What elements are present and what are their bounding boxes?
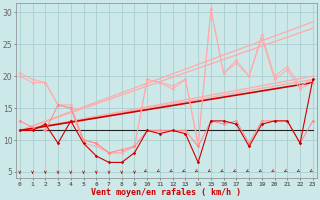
X-axis label: Vent moyen/en rafales ( km/h ): Vent moyen/en rafales ( km/h ) [91,188,241,197]
